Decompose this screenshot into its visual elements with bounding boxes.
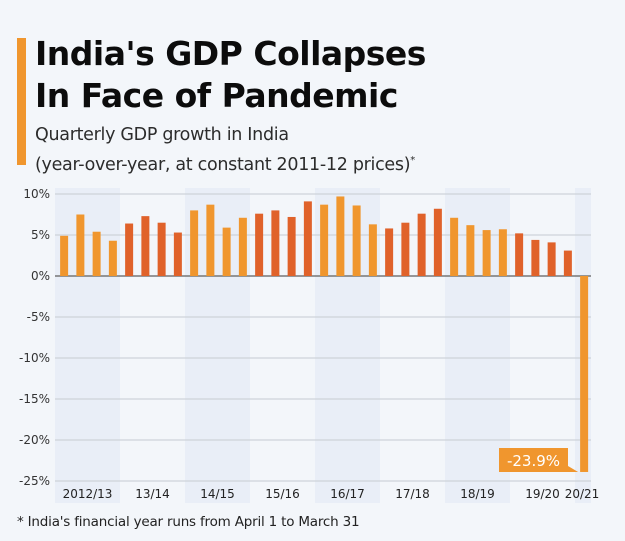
bar (498, 229, 507, 276)
x-tick-label: 2012/13 (63, 487, 113, 501)
annotation-label: -23.9% (507, 452, 560, 470)
bar (287, 216, 296, 276)
bar (108, 240, 117, 276)
title-line-1: India's GDP Collapses (35, 34, 426, 73)
bar (60, 235, 69, 276)
x-tick-label: 13/14 (135, 487, 170, 501)
bar (173, 232, 182, 276)
bar (336, 196, 345, 276)
bar (563, 250, 572, 276)
y-tick-label: -5% (27, 310, 50, 324)
annotation-box (499, 447, 579, 472)
title-line-2: In Face of Pandemic (35, 76, 398, 115)
y-tick-label: -10% (19, 351, 50, 365)
bar (433, 208, 442, 276)
subtitle-line-2: (year-over-year, at constant 2011-12 pri… (35, 155, 411, 175)
bar (206, 204, 215, 276)
bar (352, 205, 361, 276)
bar (368, 224, 377, 276)
bar (580, 276, 589, 472)
bar (157, 222, 166, 276)
bar (320, 204, 329, 276)
x-tick-label: 14/15 (200, 487, 235, 501)
footnote-marker: * (410, 155, 415, 166)
bar (450, 217, 459, 276)
x-tick-label: 19/20 (525, 487, 560, 501)
bar (238, 217, 247, 276)
x-tick-label: 16/17 (330, 487, 365, 501)
bar (547, 242, 556, 276)
chart-title: India's GDP Collapses In Face of Pandemi… (35, 33, 426, 117)
footnote: * India's financial year runs from April… (17, 514, 360, 530)
x-axis-ticks: 2012/13 13/14 14/15 15/16 16/17 17/18 18/19 19/… (63, 487, 600, 501)
x-tick-label: 20/21 (565, 487, 600, 501)
chart-subtitle: Quarterly GDP growth in India (year-over… (35, 123, 415, 178)
y-tick-label: 10% (23, 187, 50, 201)
bar (531, 239, 540, 276)
bar (92, 231, 101, 276)
bars (60, 196, 589, 472)
bar (125, 223, 134, 276)
y-tick-label: 5% (31, 228, 50, 242)
title-accent-bar (17, 38, 26, 165)
fiscal-year-bands (55, 188, 591, 503)
annotations: -23.9% (499, 447, 579, 472)
subtitle-line-1: Quarterly GDP growth in India (35, 125, 289, 145)
x-tick-label: 17/18 (395, 487, 430, 501)
bar (466, 225, 475, 276)
y-tick-label: -25% (19, 474, 50, 488)
bar (76, 214, 85, 276)
bar (141, 216, 150, 276)
y-tick-label: -20% (19, 433, 50, 447)
bar (255, 213, 264, 276)
y-tick-label: 0% (31, 269, 50, 283)
bar (417, 213, 426, 276)
bar (222, 227, 231, 276)
bar (303, 201, 312, 276)
y-axis-ticks: 10% 5% 0% -5% -10% -15% -20% -25% (19, 187, 50, 488)
annotation-callout: -23.9% (499, 447, 579, 472)
y-tick-label: -15% (19, 392, 50, 406)
bar (515, 233, 524, 276)
bar (482, 230, 491, 276)
x-tick-label: 15/16 (265, 487, 300, 501)
bar (271, 210, 280, 276)
x-tick-label: 18/19 (460, 487, 495, 501)
bar (385, 228, 394, 276)
bar (190, 210, 199, 276)
bar (401, 222, 410, 276)
